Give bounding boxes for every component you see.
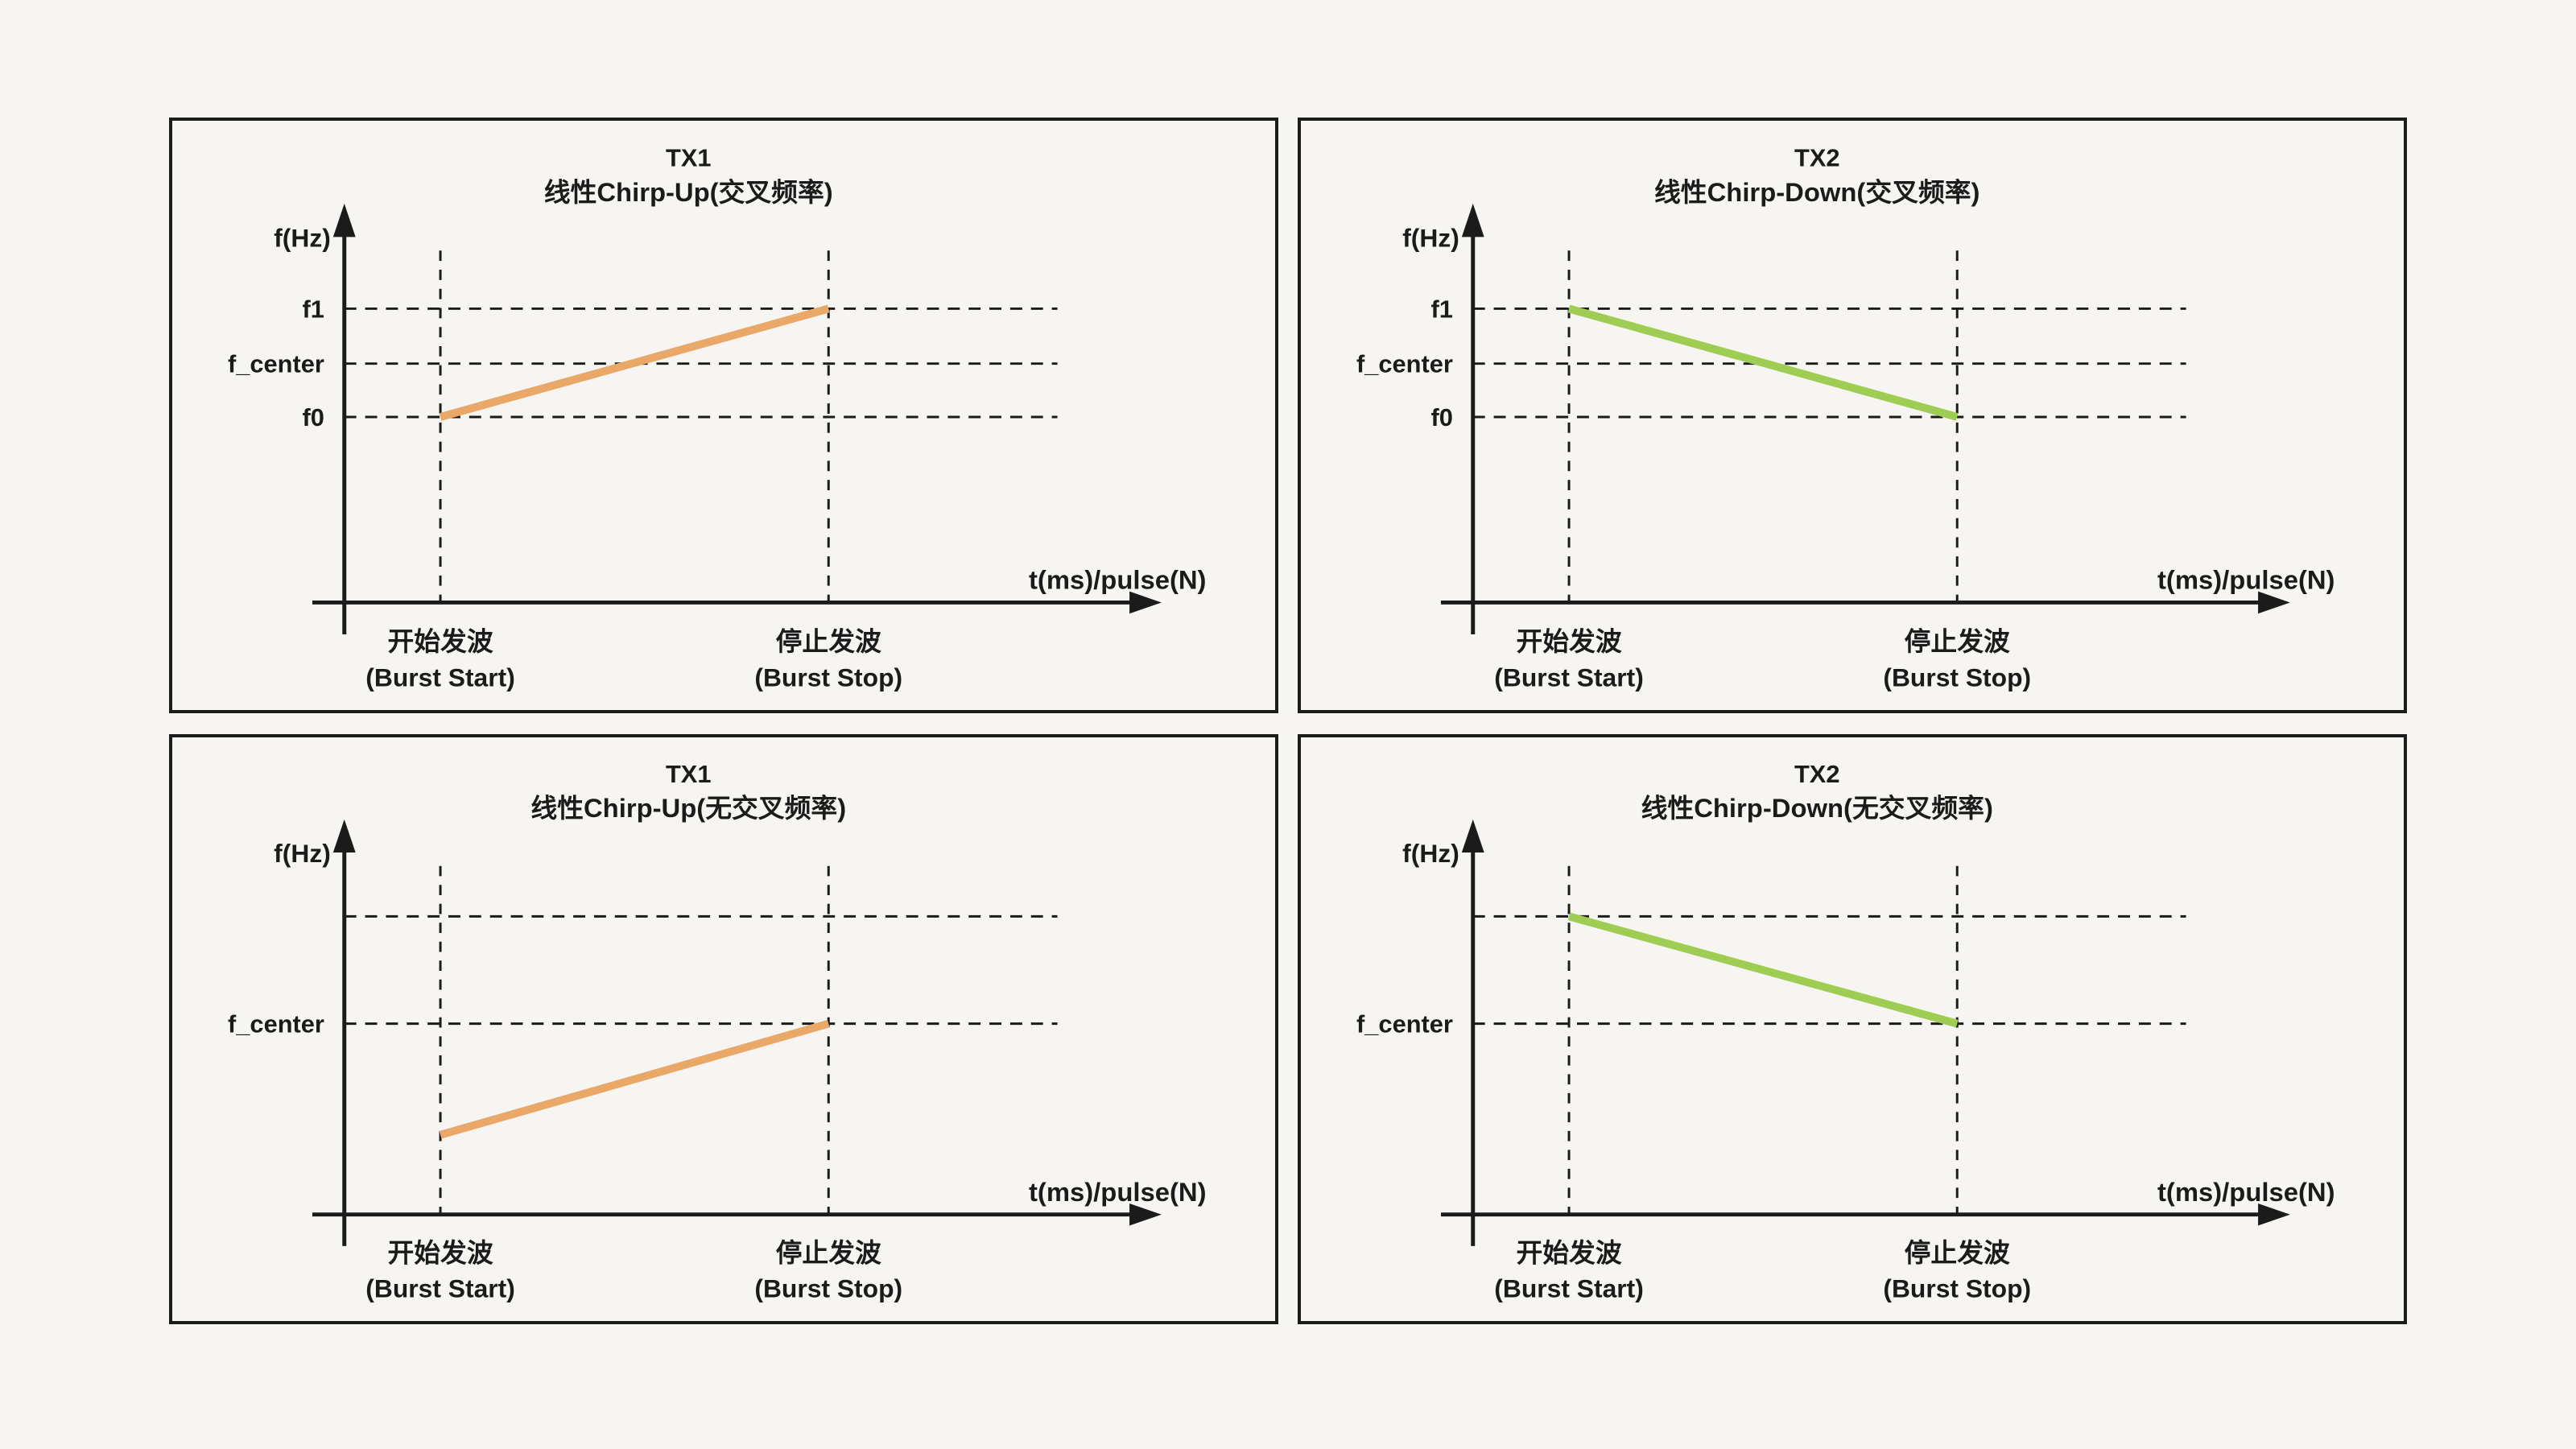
x-axis-label: t(ms)/pulse(N): [2157, 565, 2335, 595]
y-axis-arrowhead-icon: [1461, 203, 1484, 237]
chirp-up-line: [439, 304, 830, 421]
panel-title-line2: 线性Chirp-Up(无交叉频率): [530, 793, 846, 823]
y-axis-arrowhead-icon: [332, 203, 356, 237]
y-tick-f1: f1: [1431, 295, 1453, 323]
burst-start-label-cn: 开始发波: [387, 1239, 493, 1268]
x-axis-arrowhead-icon: [1129, 591, 1162, 614]
burst-stop-label-en: (Burst Stop): [754, 1274, 902, 1303]
panel-title-line1: TX2: [1794, 761, 1840, 788]
chirp-down-line: [1567, 304, 1959, 421]
burst-stop-label-en: (Burst Stop): [1883, 663, 2031, 691]
burst-start-label-en: (Burst Start): [365, 663, 514, 691]
y-axis-arrowhead-icon: [332, 819, 356, 853]
chirp-up-line: [439, 1019, 830, 1139]
burst-stop-label-cn: 停止发波: [776, 626, 881, 656]
panel-title-line2: 线性Chirp-Up(交叉频率): [544, 177, 833, 207]
panel-title-line2: 线性Chirp-Down(交叉频率): [1654, 177, 1980, 207]
x-axis-label: t(ms)/pulse(N): [2157, 1178, 2334, 1207]
y-tick-fcenter: f_center: [1356, 1011, 1453, 1038]
x-axis-arrowhead-icon: [2258, 1203, 2290, 1226]
y-tick-f1: f1: [302, 295, 324, 323]
panel-title-line1: TX1: [666, 143, 712, 171]
y-tick-fcenter: f_center: [228, 350, 324, 378]
y-tick-f0: f0: [302, 403, 324, 431]
burst-start-label-en: (Burst Start): [1494, 1274, 1644, 1303]
panel-tx1-crossed: TX1 线性Chirp-Up(交叉频率) f(Hz) t(ms)/pulse(N…: [169, 118, 1278, 713]
y-axis-label: f(Hz): [1402, 223, 1459, 252]
y-tick-fcenter: f_center: [1356, 350, 1453, 378]
panel-tx2-crossed: TX2 线性Chirp-Down(交叉频率) f(Hz) t(ms)/pulse…: [1298, 118, 2407, 713]
burst-start-label-en: (Burst Start): [1494, 663, 1643, 691]
burst-start-label-cn: 开始发波: [1516, 626, 1621, 656]
burst-stop-label-cn: 停止发波: [1905, 626, 2010, 656]
x-axis-label: t(ms)/pulse(N): [1029, 565, 1207, 595]
burst-stop-label-cn: 停止发波: [1905, 1239, 2011, 1268]
burst-stop-label-cn: 停止发波: [776, 1239, 882, 1268]
burst-start-label-en: (Burst Start): [365, 1274, 515, 1303]
panel-title-line1: TX2: [1794, 143, 1840, 171]
y-axis-label: f(Hz): [1402, 839, 1459, 868]
burst-start-label-cn: 开始发波: [387, 626, 493, 656]
y-axis-arrowhead-icon: [1461, 819, 1484, 853]
x-axis-arrowhead-icon: [2258, 591, 2290, 614]
panel-title-line2: 线性Chirp-Down(无交叉频率): [1641, 793, 1993, 823]
y-tick-f0: f0: [1431, 403, 1453, 431]
burst-stop-label-en: (Burst Stop): [1883, 1274, 2031, 1303]
y-axis-label: f(Hz): [274, 223, 331, 252]
y-axis-label: f(Hz): [274, 839, 331, 868]
y-tick-fcenter: f_center: [228, 1011, 324, 1038]
x-axis-arrowhead-icon: [1129, 1203, 1162, 1226]
chirp-down-line: [1567, 912, 1959, 1028]
panel-tx1-noncrossed: TX1 线性Chirp-Up(无交叉频率) f(Hz) t(ms)/pulse(…: [169, 734, 1278, 1324]
burst-start-label-cn: 开始发波: [1516, 1239, 1622, 1268]
x-axis-label: t(ms)/pulse(N): [1029, 1178, 1206, 1207]
panel-tx2-noncrossed: TX2 线性Chirp-Down(无交叉频率) f(Hz) t(ms)/puls…: [1298, 734, 2407, 1324]
burst-stop-label-en: (Burst Stop): [754, 663, 902, 691]
panel-title-line1: TX1: [666, 761, 712, 788]
